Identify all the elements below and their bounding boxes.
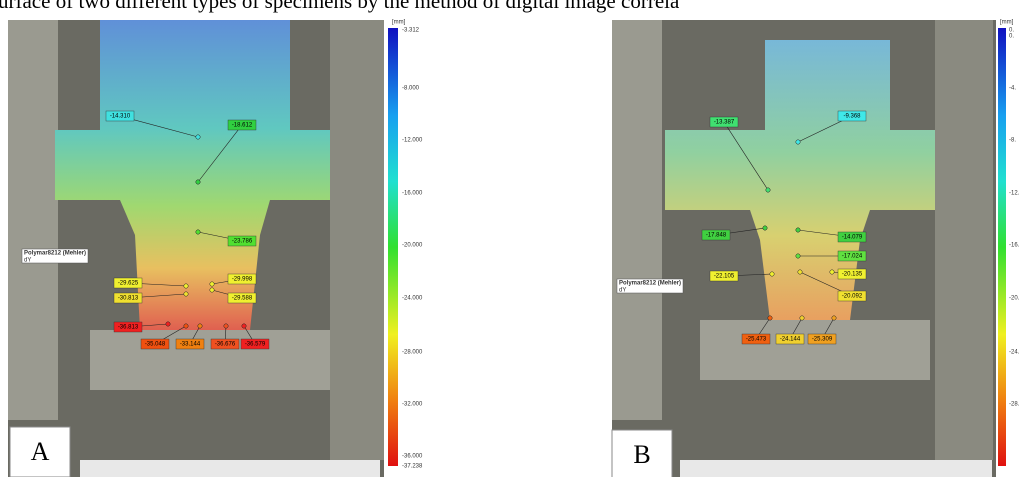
measure-point (224, 324, 228, 328)
point-label: -33.144 (180, 342, 201, 348)
point-label: -25.309 (812, 337, 833, 343)
point-label: -17.848 (706, 233, 727, 239)
fixture (700, 320, 930, 380)
specimen-label: Polymar8212 (Mehler) (24, 251, 86, 257)
point-label: -36.676 (215, 342, 236, 348)
measure-point (796, 140, 800, 144)
fixture (330, 20, 384, 460)
point-label: -35.048 (145, 342, 166, 348)
toolbar (80, 460, 380, 477)
point-label: -30.813 (118, 296, 139, 302)
point-label: -36.813 (118, 325, 139, 331)
colorbar-label: -36.000 (402, 454, 423, 460)
measure-point (796, 254, 800, 258)
colorbar-label: -32.000 (402, 402, 423, 408)
fixture (8, 20, 58, 420)
point-label: -29.588 (232, 296, 253, 302)
panel-letter: B (633, 440, 650, 469)
colorbar-label: -28. (1009, 402, 1020, 408)
measure-point (242, 324, 246, 328)
specimen-field: dY (24, 258, 31, 264)
point-label: -18.612 (232, 123, 253, 129)
point-label: -22.105 (714, 274, 735, 280)
measure-point (184, 292, 188, 296)
panel-letter: A (31, 437, 50, 466)
colorbar-unit: [mm] (392, 20, 406, 26)
colorbar-label: -16.000 (402, 191, 423, 197)
caption: urface of two different types of specime… (0, 0, 680, 13)
point-label: -29.625 (118, 281, 139, 287)
colorbar-unit: [mm] (1000, 20, 1014, 26)
measure-point (196, 180, 200, 184)
specimen-label: Polymar8212 (Mehler) (619, 281, 681, 287)
measure-point (166, 322, 170, 326)
point-label: -14.310 (110, 114, 131, 120)
point-label: -13.387 (714, 120, 735, 126)
point-label: -29.998 (232, 277, 253, 283)
measure-point (210, 282, 214, 286)
colorbar-label: -4. (1009, 86, 1016, 92)
colorbar-label: -12.000 (402, 138, 423, 144)
colorbar-label: -24. (1009, 350, 1020, 356)
point-label: -24.144 (780, 337, 801, 343)
colorbar-label: -28.000 (402, 350, 423, 356)
point-label: -36.579 (245, 342, 266, 348)
specimen-field: dY (619, 288, 626, 294)
colorbar (388, 28, 398, 466)
point-label: -9.368 (843, 114, 861, 120)
point-label: -17.024 (842, 254, 863, 260)
measure-point (770, 272, 774, 276)
fixture (935, 20, 993, 460)
colorbar-label: -8. (1009, 138, 1016, 144)
measure-point (196, 135, 200, 139)
point-label: -20.092 (842, 294, 863, 300)
colorbar-label: -16. (1009, 243, 1020, 249)
colorbar (998, 28, 1006, 466)
measure-point (184, 284, 188, 288)
point-label: -14.079 (842, 235, 863, 241)
colorbar-label: -20. (1009, 296, 1020, 302)
figure: urface of two different types of specime… (0, 0, 1024, 477)
colorbar-label: -12. (1009, 191, 1020, 197)
colorbar-label: -8.000 (402, 86, 420, 92)
measure-point (832, 316, 836, 320)
measure-point (800, 316, 804, 320)
measure-point (766, 188, 770, 192)
toolbar (680, 460, 992, 477)
measure-point (830, 270, 834, 274)
colorbar-label: -37.238 (402, 464, 423, 470)
colorbar-label: -3.312 (402, 28, 420, 34)
point-label: -23.786 (232, 239, 253, 245)
measure-point (184, 324, 188, 328)
measure-point (196, 230, 200, 234)
measure-point (796, 228, 800, 232)
measure-point (763, 226, 767, 230)
colorbar-label: 0. (1009, 34, 1014, 40)
point-label: -25.473 (746, 337, 767, 343)
fixture (612, 20, 662, 420)
colorbar-label: -24.000 (402, 296, 423, 302)
colorbar-label: -20.000 (402, 243, 423, 249)
measure-point (198, 324, 202, 328)
fixture (90, 330, 330, 390)
measure-point (798, 270, 802, 274)
measure-point (768, 316, 772, 320)
point-label: -20.135 (842, 272, 863, 278)
measure-point (210, 288, 214, 292)
